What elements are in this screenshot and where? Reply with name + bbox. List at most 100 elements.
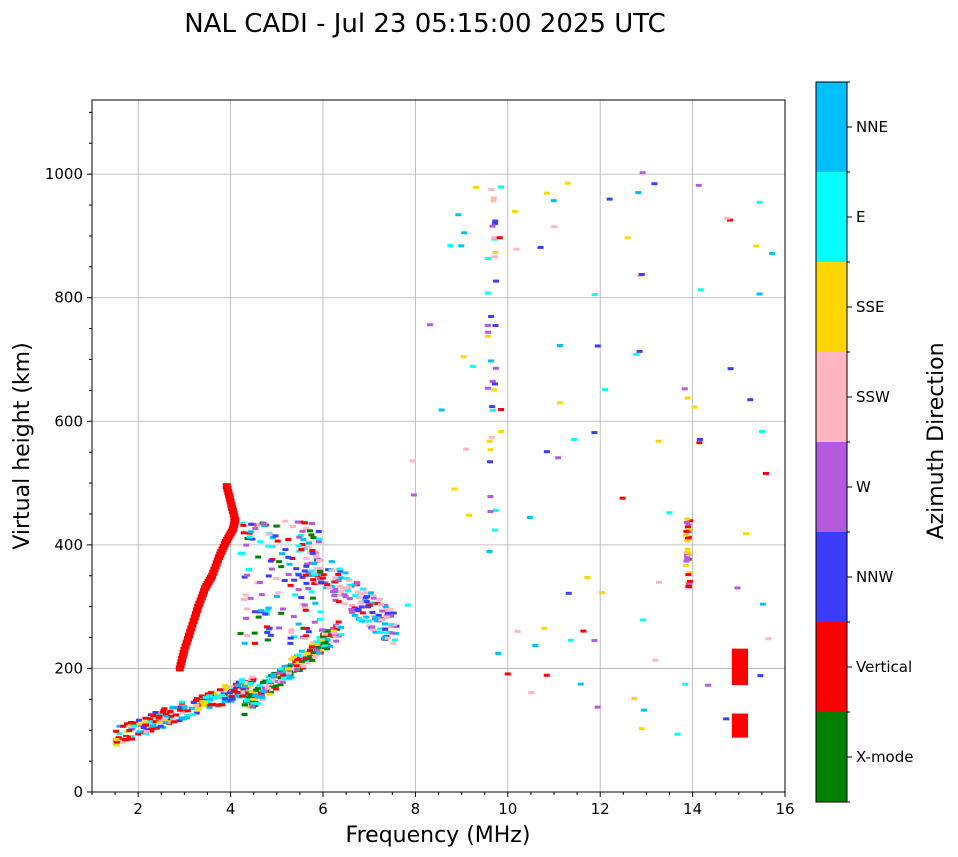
echo-point (331, 633, 338, 637)
echo-point (284, 667, 291, 671)
echo-point (556, 344, 563, 348)
echo-point (327, 644, 334, 648)
echo-point (247, 682, 254, 686)
echo-point (687, 519, 694, 523)
echo-point (492, 366, 499, 370)
echo-point (211, 691, 218, 695)
echo-point (312, 553, 319, 557)
echo-point (275, 591, 282, 595)
echo-point (341, 593, 348, 597)
echo-point (682, 533, 689, 537)
echo-point (556, 401, 563, 405)
echo-point (170, 718, 177, 722)
echo-point (178, 705, 185, 709)
echo-point (296, 664, 303, 668)
echo-point (302, 634, 309, 638)
echo-point (265, 683, 272, 687)
echo-point (295, 658, 302, 662)
echo-point (243, 616, 250, 620)
vertical-trace-point (228, 507, 237, 514)
colorbar-label: SSE (856, 298, 885, 316)
echo-point (307, 648, 314, 652)
echo-point (198, 703, 205, 707)
y-tick-label: 200 (54, 659, 83, 677)
echo-point (301, 654, 308, 658)
echo-point (594, 344, 601, 348)
echo-point (388, 614, 395, 618)
echo-point (486, 439, 493, 443)
echo-point (298, 659, 305, 663)
echo-point (293, 567, 300, 571)
echo-point (306, 573, 313, 577)
echo-point (210, 693, 217, 697)
echo-point (257, 609, 264, 613)
echo-point (269, 545, 276, 549)
echo-point (314, 645, 321, 649)
echo-point (295, 544, 302, 548)
echo-point (302, 608, 309, 612)
echo-point (318, 580, 325, 584)
echo-point (365, 605, 372, 609)
echo-point (225, 697, 232, 701)
vertical-trace-point (225, 495, 234, 502)
echo-point (337, 569, 344, 573)
echo-point (128, 737, 135, 741)
echo-point (635, 191, 642, 195)
echo-point (304, 651, 311, 655)
echo-point (455, 213, 462, 217)
echo-point (136, 718, 143, 722)
echo-point (266, 680, 273, 684)
vertical-trace-point (191, 610, 200, 617)
echo-point (171, 720, 178, 724)
echo-point (267, 633, 274, 637)
echo-point (136, 722, 143, 726)
echo-point (348, 603, 355, 607)
echo-point (244, 690, 251, 694)
echo-point (302, 656, 309, 660)
echo-point (212, 703, 219, 707)
echo-point (487, 510, 494, 514)
echo-point (511, 209, 518, 213)
echo-point (234, 694, 241, 698)
echo-point (285, 555, 292, 559)
echo-point (370, 628, 377, 632)
vertical-block (731, 713, 749, 738)
echo-point (256, 683, 263, 687)
echo-point (273, 594, 280, 598)
echo-point (319, 576, 326, 580)
echo-point (266, 692, 273, 696)
echo-point (146, 720, 153, 724)
echo-point (496, 236, 503, 240)
echo-point (248, 522, 255, 526)
colorbar-segment (816, 172, 847, 262)
echo-point (301, 605, 308, 609)
echo-point (292, 593, 299, 597)
echo-point (277, 683, 284, 687)
vertical-trace-point (187, 625, 196, 632)
echo-point (498, 185, 505, 189)
echo-point (288, 657, 295, 661)
echo-point (294, 653, 301, 657)
echo-point (355, 596, 362, 600)
echo-point (221, 700, 228, 704)
echo-point (301, 547, 308, 551)
echo-point (318, 638, 325, 642)
echo-point (565, 591, 572, 595)
vertical-trace-point (226, 498, 235, 505)
echo-point (303, 526, 310, 530)
echo-point (293, 664, 300, 668)
echo-point (256, 580, 263, 584)
echo-point (298, 657, 305, 661)
echo-point (485, 257, 492, 261)
echo-point (301, 569, 308, 573)
echo-point (684, 556, 691, 560)
echo-point (221, 684, 228, 688)
echo-point (269, 677, 276, 681)
echo-point (219, 703, 226, 707)
vertical-trace-point (180, 646, 189, 653)
echo-point (300, 665, 307, 669)
echo-point (640, 618, 647, 622)
echo-point (388, 622, 395, 626)
echo-point (149, 724, 156, 728)
echo-point (298, 548, 305, 552)
